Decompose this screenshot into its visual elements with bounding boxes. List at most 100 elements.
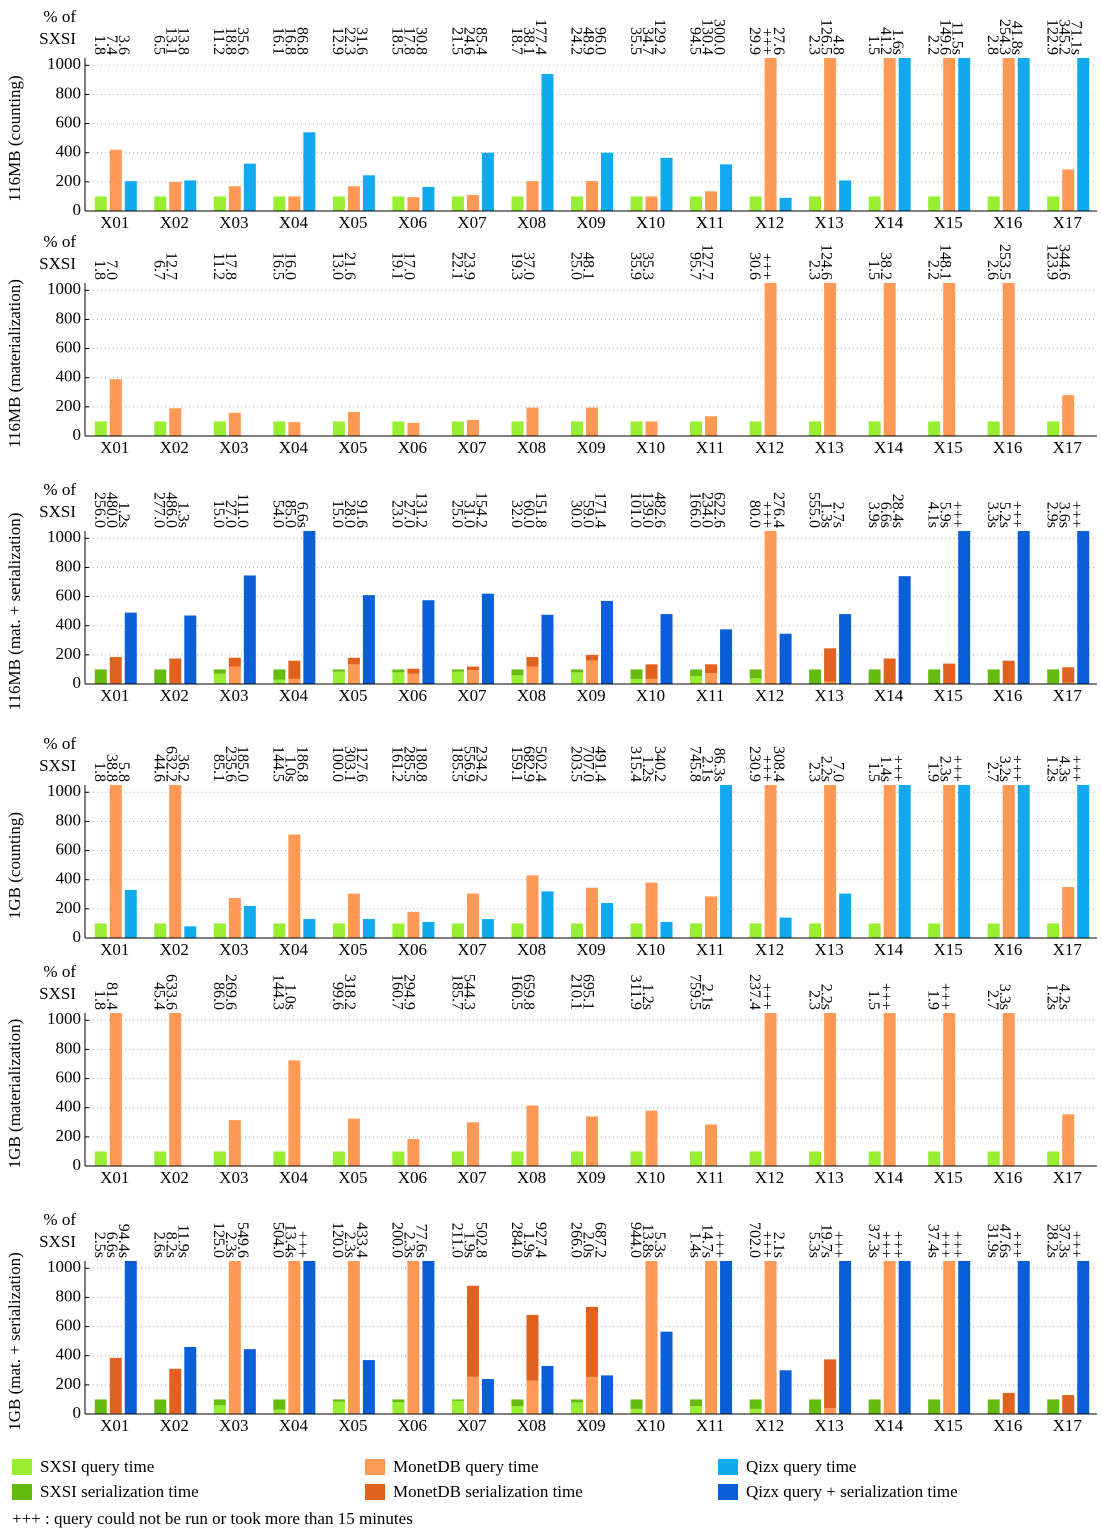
bar	[213, 1151, 226, 1166]
annotation: 633.6	[163, 974, 180, 1010]
x-tick-label: X03	[219, 438, 248, 457]
bar	[303, 1261, 316, 1414]
x-tick-label: X14	[874, 1416, 904, 1435]
bar	[824, 1013, 837, 1166]
annotation: 3.3s	[996, 984, 1013, 1010]
bar	[511, 196, 524, 211]
annotation: 5.8	[115, 762, 132, 782]
bar	[451, 196, 464, 211]
bar	[928, 421, 941, 436]
annotation: 433.4	[353, 1222, 370, 1258]
annotation: 11.5s	[949, 21, 966, 55]
annotation: 695.1	[579, 974, 596, 1010]
x-tick-label: X10	[636, 940, 665, 959]
bar-segment	[213, 1405, 226, 1414]
x-tick-label: X08	[517, 1416, 546, 1435]
bar-segment	[1002, 660, 1015, 684]
unit-label: % of	[43, 734, 76, 753]
annotation: 31.9s	[984, 1224, 1001, 1258]
bar	[749, 923, 762, 938]
y-tick-label: 200	[56, 171, 82, 190]
x-tick-label: X16	[993, 1168, 1022, 1187]
annotation: 38.1	[520, 27, 537, 55]
annotation: 100.0	[329, 746, 346, 782]
bar	[273, 421, 286, 436]
bar	[481, 919, 494, 938]
y-tick-label: 0	[73, 425, 82, 444]
annotation: 2.2	[925, 260, 942, 280]
unit-label: SXSI	[39, 984, 76, 1003]
annotation: 1.5	[865, 35, 882, 55]
annotation: 47.6s	[996, 1224, 1013, 1258]
bar-segment	[630, 669, 643, 679]
bar	[228, 897, 241, 938]
annotation: 35.9	[627, 252, 644, 280]
bar	[392, 196, 405, 211]
x-tick-label: X06	[398, 1416, 427, 1435]
y-axis-label: 116MB (counting)	[5, 75, 24, 201]
x-tick-label: X03	[219, 1168, 248, 1187]
bar-segment	[392, 1399, 405, 1403]
x-tick-label: X06	[398, 438, 427, 457]
bar	[943, 1013, 956, 1166]
annotation: 37.0	[520, 252, 537, 280]
annotation: 37.4s	[925, 1224, 942, 1258]
bar	[1047, 923, 1060, 938]
x-tick-label: X03	[219, 940, 248, 959]
y-tick-label: 0	[73, 927, 82, 946]
bar	[1077, 1261, 1090, 1414]
bar-segment	[630, 1399, 643, 1409]
bar	[601, 600, 613, 684]
bar-segment	[571, 1399, 583, 1403]
x-tick-label: X12	[755, 438, 784, 457]
annotation: 1.9s	[460, 1232, 477, 1258]
bar	[332, 1151, 345, 1166]
bar	[184, 615, 197, 684]
y-tick-label: 1000	[47, 279, 81, 298]
bar	[154, 1151, 167, 1166]
annotation: 28.2s	[1044, 1224, 1061, 1258]
bar	[347, 893, 360, 938]
bar	[526, 181, 539, 211]
x-tick-label: X13	[814, 686, 843, 705]
bar	[481, 1379, 494, 1414]
bar-segment	[228, 1261, 241, 1414]
annotation: 1.2s	[639, 756, 656, 782]
bar	[362, 1360, 375, 1414]
annotation: +++	[877, 983, 894, 1010]
bar-segment	[466, 1376, 479, 1414]
annotation: 148.1	[937, 244, 954, 280]
bar-segment	[154, 669, 167, 684]
annotation: 19.7s	[817, 1224, 834, 1258]
annotation: 85.1	[210, 754, 227, 782]
legend-swatch	[12, 1484, 32, 1500]
bar-segment	[169, 658, 182, 684]
bar	[184, 1346, 197, 1414]
y-tick-label: 0	[73, 1155, 82, 1174]
annotation: 4.8	[829, 35, 846, 55]
annotation: 1.9	[925, 990, 942, 1010]
bar	[868, 923, 881, 938]
bar-segment	[690, 1405, 703, 1414]
bar	[601, 1375, 613, 1414]
bar-segment	[824, 648, 837, 682]
legend-label: Qizx query time	[746, 1457, 856, 1476]
bar-segment	[392, 669, 405, 673]
bar-segment	[94, 669, 107, 684]
annotation: 35.5	[627, 27, 644, 55]
bar	[1077, 785, 1090, 938]
annotation: 31.0	[460, 500, 477, 528]
x-tick-label: X10	[636, 1416, 665, 1435]
y-tick-label: 200	[56, 1126, 82, 1145]
annotation: +++	[1008, 1231, 1025, 1258]
x-tick-label: X05	[338, 940, 367, 959]
annotation: 14.7s	[698, 1224, 715, 1258]
annotation: 1.5	[865, 762, 882, 782]
annotation: 707.0	[579, 746, 596, 782]
y-tick-label: 400	[56, 142, 82, 161]
bar	[451, 421, 464, 436]
annotation: 2.3	[805, 762, 822, 782]
annotation: 2.5s	[91, 1232, 108, 1258]
x-tick-label: X09	[576, 686, 605, 705]
bar	[481, 152, 494, 211]
